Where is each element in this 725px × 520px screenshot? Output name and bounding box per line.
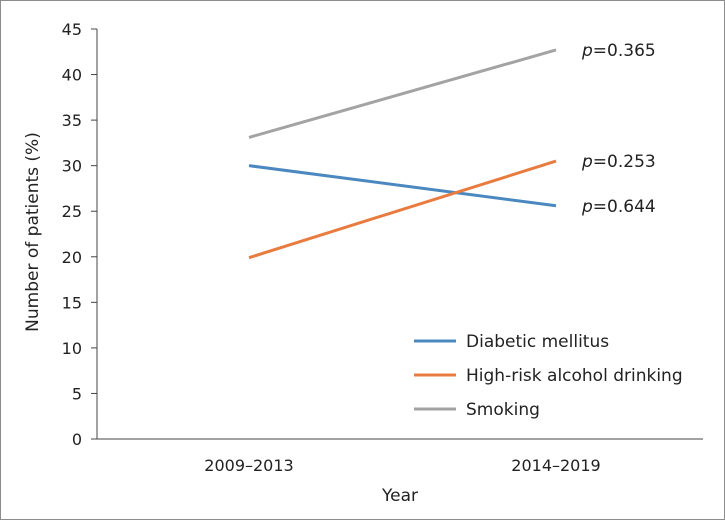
y-tick-label: 25 <box>62 202 82 221</box>
y-tick-label: 5 <box>72 384 82 403</box>
p-value-annotation: p=0.644 <box>581 197 656 217</box>
y-tick-label: 10 <box>62 339 82 358</box>
legend-label: Diabetic mellitus <box>466 332 609 352</box>
y-tick-label: 40 <box>62 66 82 85</box>
y-tick-label: 35 <box>62 111 82 130</box>
p-value: =0.644 <box>593 197 656 217</box>
p-value-annotation: p=0.365 <box>581 41 656 61</box>
p-value: =0.253 <box>593 152 656 172</box>
legend-label: High-risk alcohol drinking <box>466 366 683 386</box>
y-tick-label: 30 <box>62 157 82 176</box>
p-symbol: p <box>581 197 593 217</box>
series-line <box>248 164 557 208</box>
y-tick-label: 20 <box>62 248 82 267</box>
legend-label: Smoking <box>466 400 540 420</box>
y-axis-title: Number of patients (%) <box>23 132 43 332</box>
p-value: =0.365 <box>593 41 656 61</box>
x-tick-label: 2014–2019 <box>511 456 600 475</box>
y-tick-label: 15 <box>62 293 82 312</box>
series-line <box>248 48 557 139</box>
series-line <box>248 159 557 260</box>
y-tick-label: 0 <box>72 430 82 449</box>
p-symbol: p <box>581 41 593 61</box>
x-tick-label: 2009–2013 <box>204 456 293 475</box>
p-value-annotation: p=0.253 <box>581 152 656 172</box>
p-symbol: p <box>581 152 593 172</box>
x-axis-title: Year <box>381 486 418 506</box>
y-tick-label: 45 <box>62 20 82 39</box>
